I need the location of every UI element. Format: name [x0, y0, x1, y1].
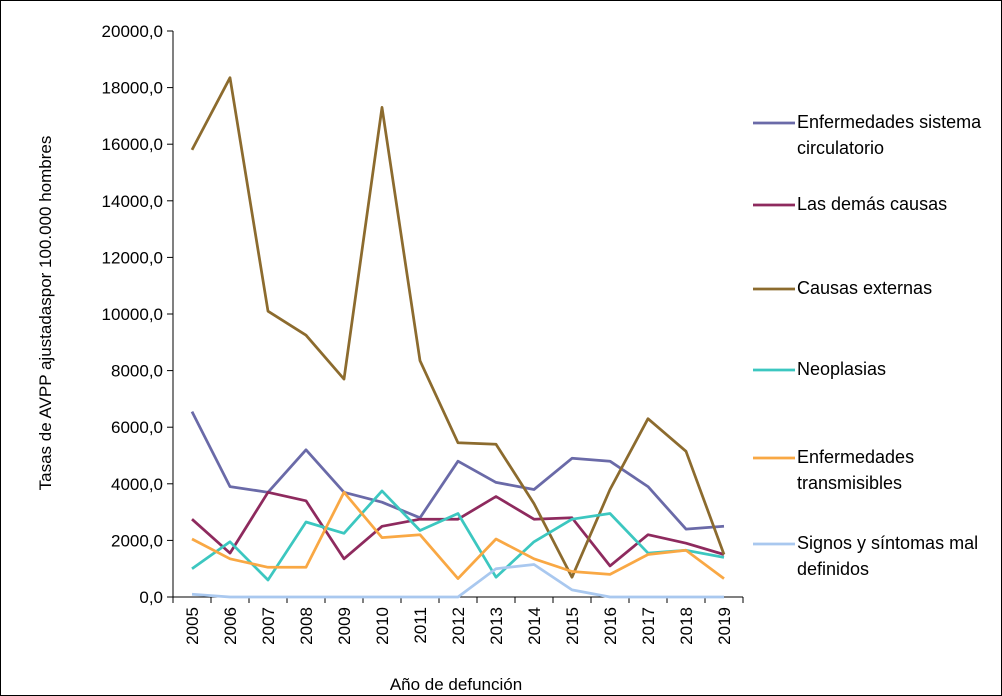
- x-tick-label: 2017: [639, 607, 658, 645]
- series-line-2: [190, 76, 726, 579]
- x-tick-label: 2009: [335, 607, 354, 645]
- y-tick-label: 0,0: [139, 588, 163, 607]
- series-line-5: [191, 563, 724, 599]
- y-axis-title: Tasas de AVPP ajustadaspor 100.000 hombr…: [36, 136, 55, 491]
- series-line-0: [190, 410, 725, 531]
- x-tick-label: 2013: [487, 607, 506, 645]
- y-tick-label: 12000,0: [102, 248, 163, 267]
- legend: Enfermedades sistema circulatorio Las demá…: [753, 112, 982, 579]
- x-tick-labels: 2005 2006 2007 2008 2009 2010 2011 2012 2013 2014…: [172, 597, 744, 645]
- x-tick-label: 2015: [563, 607, 582, 645]
- legend-label-3: Neoplasias: [797, 359, 886, 379]
- x-tick-label: 2011: [411, 607, 430, 644]
- legend-label-1: Las demás causas: [797, 194, 947, 214]
- x-tick-label: 2008: [297, 607, 316, 645]
- x-tick-label: 2014: [525, 607, 544, 645]
- x-tick-label: 2005: [183, 607, 202, 645]
- y-tick-label: 20000,0: [102, 22, 163, 41]
- y-tick-label: 14000,0: [102, 192, 163, 211]
- series-line-1: [191, 490, 725, 568]
- x-tick-label: 2006: [221, 607, 240, 645]
- y-tick-label: 6000,0: [111, 418, 163, 437]
- legend-label-0: Enfermedades sistema: [797, 112, 982, 132]
- y-tick-label: 4000,0: [111, 475, 163, 494]
- legend-label-2: Causas externas: [797, 278, 932, 298]
- x-tick-label: 2007: [259, 607, 278, 645]
- x-axis-title: Año de defunción: [390, 675, 522, 694]
- x-tick-label: 2016: [601, 607, 620, 645]
- axes: [172, 31, 743, 598]
- y-tick-label: 10000,0: [102, 305, 163, 324]
- legend-label-0: circulatorio: [797, 138, 884, 158]
- y-tick-label: 8000,0: [111, 362, 163, 381]
- y-tick-label: 2000,0: [111, 531, 163, 550]
- series-line-3: [191, 489, 725, 582]
- legend-label-5: Signos y síntomas mal: [797, 533, 978, 553]
- legend-label-4: Enfermedades: [797, 447, 914, 467]
- legend-label-5: definidos: [797, 559, 869, 579]
- x-tick-label: 2012: [449, 607, 468, 645]
- x-tick-label: 2018: [677, 607, 696, 645]
- y-tick-label: 18000,0: [102, 79, 163, 98]
- legend-label-4: transmisibles: [797, 473, 902, 493]
- x-tick-label: 2010: [373, 607, 392, 645]
- y-tick-label: 16000,0: [102, 135, 163, 154]
- series-lines: [190, 76, 726, 599]
- x-tick-label: 2019: [715, 607, 734, 645]
- y-tick-labels: 0,0 2000,0 4000,0 6000,0 8000,0 10000,0 12000,…: [102, 22, 173, 607]
- series-line-4: [191, 490, 725, 580]
